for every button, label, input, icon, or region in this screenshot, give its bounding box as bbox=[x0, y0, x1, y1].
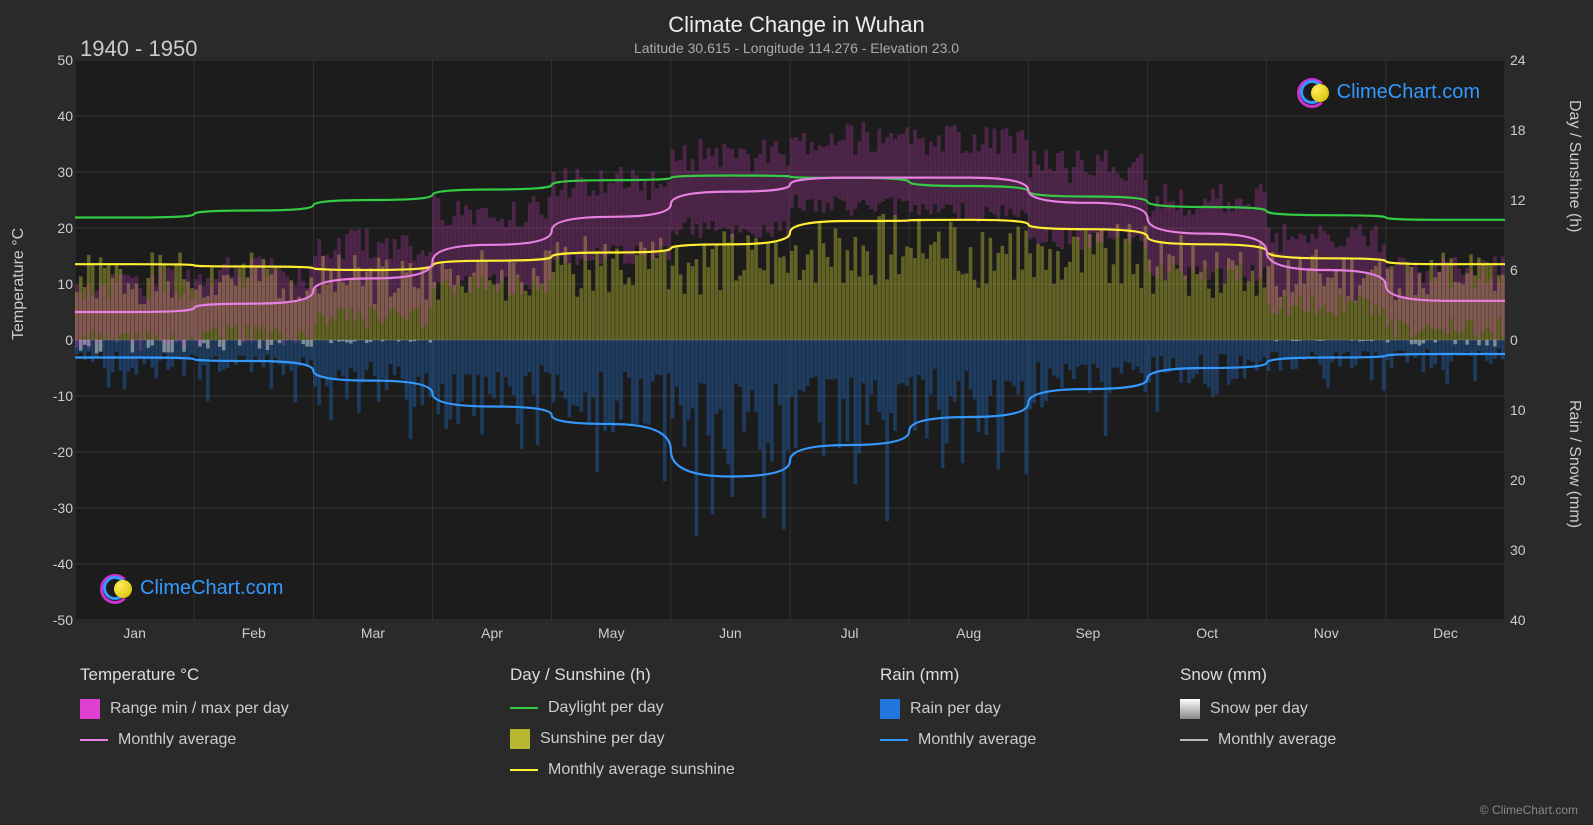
chart-subtitle: Latitude 30.615 - Longitude 114.276 - El… bbox=[0, 40, 1593, 56]
watermark-top-right: ClimeChart.com bbox=[1297, 78, 1480, 106]
right-tick: 6 bbox=[1510, 262, 1518, 278]
month-tick: Oct bbox=[1177, 625, 1237, 641]
month-tick: Aug bbox=[939, 625, 999, 641]
legend-label: Rain per day bbox=[910, 700, 1001, 718]
y-right-top-axis-label: Day / Sunshine (h) bbox=[1565, 100, 1583, 233]
legend-swatch bbox=[1180, 739, 1208, 741]
right-tick: 18 bbox=[1510, 122, 1526, 138]
left-tick: 10 bbox=[28, 276, 73, 292]
chart-plot-area: ClimeChart.com ClimeChart.com bbox=[75, 60, 1505, 620]
legend-label: Monthly average sunshine bbox=[548, 761, 735, 779]
left-tick: -40 bbox=[28, 556, 73, 572]
legend-group: Temperature °C Range min / max per day Mon… bbox=[80, 665, 289, 749]
right-tick: 10 bbox=[1510, 402, 1526, 418]
legend-item: Daylight per day bbox=[510, 699, 735, 717]
month-tick: May bbox=[581, 625, 641, 641]
left-tick: -30 bbox=[28, 500, 73, 516]
left-tick: -20 bbox=[28, 444, 73, 460]
legend-swatch bbox=[80, 699, 100, 719]
left-tick: 20 bbox=[28, 220, 73, 236]
legend-header: Day / Sunshine (h) bbox=[510, 665, 735, 685]
left-tick: 40 bbox=[28, 108, 73, 124]
watermark-bottom-left: ClimeChart.com bbox=[100, 574, 283, 602]
right-tick: 20 bbox=[1510, 472, 1526, 488]
left-tick: 0 bbox=[28, 332, 73, 348]
legend-item: Monthly average bbox=[880, 731, 1036, 749]
left-tick: -10 bbox=[28, 388, 73, 404]
legend-item: Snow per day bbox=[1180, 699, 1336, 719]
month-tick: Jul bbox=[820, 625, 880, 641]
legend-swatch bbox=[510, 769, 538, 771]
legend-group: Rain (mm) Rain per day Monthly average bbox=[880, 665, 1036, 749]
legend-swatch bbox=[510, 729, 530, 749]
left-tick: 50 bbox=[28, 52, 73, 68]
right-tick: 12 bbox=[1510, 192, 1526, 208]
legend-header: Rain (mm) bbox=[880, 665, 1036, 685]
y-left-axis-label: Temperature °C bbox=[10, 228, 28, 340]
legend-swatch bbox=[1180, 699, 1200, 719]
month-tick: Jun bbox=[700, 625, 760, 641]
y-right-bottom-axis-label: Rain / Snow (mm) bbox=[1565, 400, 1583, 528]
legend-label: Sunshine per day bbox=[540, 730, 665, 748]
watermark-text: ClimeChart.com bbox=[140, 577, 283, 600]
legend-item: Monthly average bbox=[80, 731, 289, 749]
month-tick: Jan bbox=[105, 625, 165, 641]
legend-label: Monthly average bbox=[118, 731, 236, 749]
legend-item: Monthly average bbox=[1180, 731, 1336, 749]
period-label: 1940 - 1950 bbox=[80, 36, 197, 62]
climechart-logo-icon bbox=[100, 574, 132, 602]
left-tick: 30 bbox=[28, 164, 73, 180]
legend-label: Range min / max per day bbox=[110, 700, 289, 718]
legend-item: Monthly average sunshine bbox=[510, 761, 735, 779]
legend-header: Snow (mm) bbox=[1180, 665, 1336, 685]
month-tick: Dec bbox=[1415, 625, 1475, 641]
legend-swatch bbox=[510, 707, 538, 709]
legend-swatch bbox=[880, 699, 900, 719]
left-tick: -50 bbox=[28, 612, 73, 628]
chart-title: Climate Change in Wuhan bbox=[0, 12, 1593, 38]
legend-item: Range min / max per day bbox=[80, 699, 289, 719]
right-tick: 24 bbox=[1510, 52, 1526, 68]
month-tick: Nov bbox=[1296, 625, 1356, 641]
legend-swatch bbox=[80, 739, 108, 741]
legend-header: Temperature °C bbox=[80, 665, 289, 685]
right-tick: 0 bbox=[1510, 332, 1518, 348]
climechart-logo-icon bbox=[1297, 78, 1329, 106]
watermark-text: ClimeChart.com bbox=[1337, 81, 1480, 104]
right-tick: 40 bbox=[1510, 612, 1526, 628]
chart-svg bbox=[75, 60, 1505, 620]
month-tick: Apr bbox=[462, 625, 522, 641]
legend-item: Rain per day bbox=[880, 699, 1036, 719]
legend-item: Sunshine per day bbox=[510, 729, 735, 749]
month-tick: Sep bbox=[1058, 625, 1118, 641]
right-tick: 30 bbox=[1510, 542, 1526, 558]
legend-swatch bbox=[880, 739, 908, 741]
legend-group: Snow (mm) Snow per day Monthly average bbox=[1180, 665, 1336, 749]
legend-label: Snow per day bbox=[1210, 700, 1308, 718]
legend-label: Monthly average bbox=[1218, 731, 1336, 749]
legend-label: Daylight per day bbox=[548, 699, 664, 717]
month-tick: Feb bbox=[224, 625, 284, 641]
legend-label: Monthly average bbox=[918, 731, 1036, 749]
month-tick: Mar bbox=[343, 625, 403, 641]
copyright-label: © ClimeChart.com bbox=[1480, 803, 1578, 817]
legend-group: Day / Sunshine (h) Daylight per day Sunshi… bbox=[510, 665, 735, 779]
